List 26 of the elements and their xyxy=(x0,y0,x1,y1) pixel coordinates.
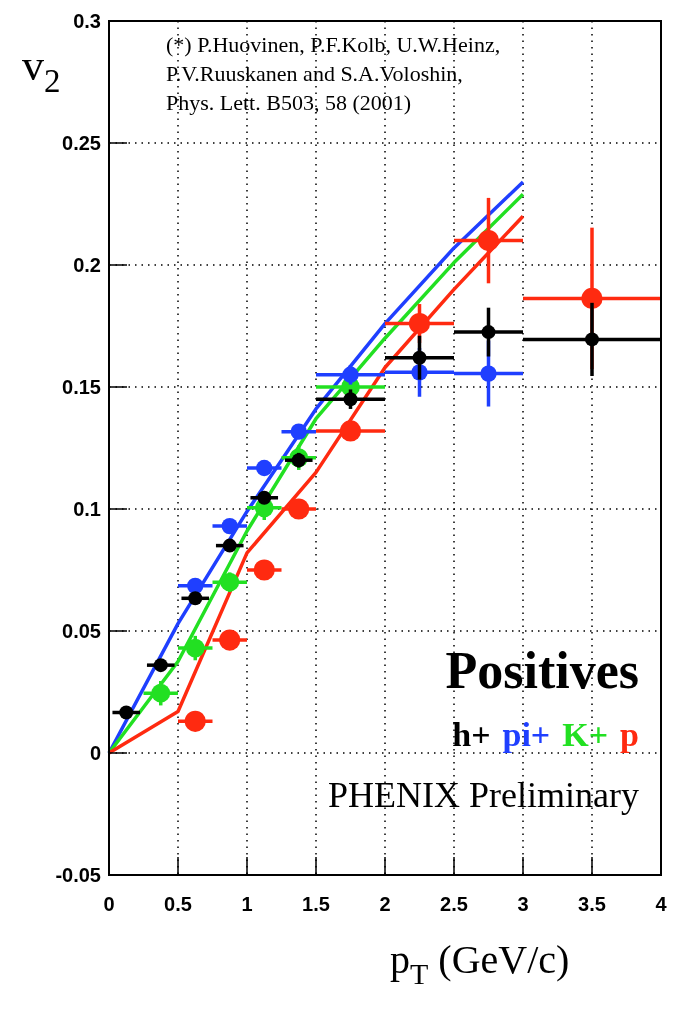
y-tick-label: 0.1 xyxy=(73,498,101,520)
x-tick-label: 1.5 xyxy=(302,893,330,915)
x-tick-label: 1 xyxy=(241,893,253,915)
annotation: (*) P.Huovinen, P.F.Kolb, U.W.Heinz, P.V.Ruuskanen and S.A.Voloshin, Phys. Lett. B503, 58 (2001) xyxy=(166,32,501,115)
x-tick-label: 0 xyxy=(103,893,115,915)
y-tick-label: 0.2 xyxy=(73,254,101,276)
x-tick-label: 3 xyxy=(517,893,529,915)
y-tick-label: 0.15 xyxy=(62,376,101,398)
text: p xyxy=(620,715,639,753)
y-tick-label: -0.05 xyxy=(55,864,101,886)
x-tick-label: 0.5 xyxy=(164,893,192,915)
x-tick-label: 2.5 xyxy=(440,893,468,915)
y-axis-title: v$_{2}$ xyxy=(22,41,61,99)
y-tick-label: 0 xyxy=(89,742,101,764)
annotation: PHENIX Preliminary xyxy=(328,774,639,815)
text: pi+ xyxy=(502,715,551,753)
y-tick-label: 0.3 xyxy=(73,10,101,32)
text: K+ xyxy=(562,715,609,753)
x-axis-title: p$_{T}$ (GeV/c) xyxy=(390,937,570,990)
y-tick-label: 0.25 xyxy=(62,132,101,154)
x-tick-label: 3.5 xyxy=(578,893,606,915)
text: h+ xyxy=(452,715,491,753)
x-tick-label: 2 xyxy=(379,893,391,915)
x-tick-label: 4 xyxy=(655,893,668,915)
legend-title: Positives xyxy=(445,641,639,699)
y-tick-label: 0.05 xyxy=(62,620,101,642)
